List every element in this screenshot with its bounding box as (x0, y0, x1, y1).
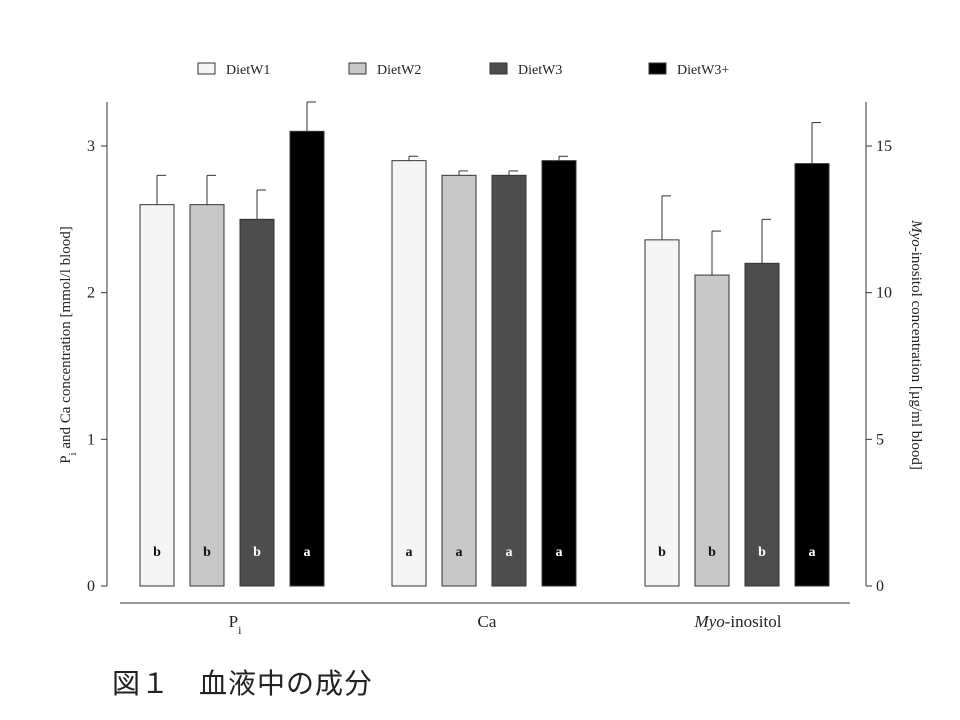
bar (139, 204, 175, 587)
significance-letter: b (153, 545, 161, 560)
legend: DietW1 DietW2 DietW3 DietW3+ (197, 62, 729, 78)
bar-chart: DietW1 DietW2 DietW3 DietW3+ b b b a a a a a b b b a 0… (58, 62, 924, 637)
bar (541, 160, 577, 587)
significance-letter: b (203, 545, 211, 560)
left-tick-label: 2 (87, 285, 95, 302)
left-tick-label: 3 (87, 138, 95, 155)
right-axis-label: Myo-inositol concentration [µg/ml blood] (908, 219, 924, 470)
legend-swatch (648, 62, 667, 75)
significance-letter: b (253, 545, 261, 560)
left-tick-label: 1 (87, 431, 95, 448)
legend-label: DietW2 (377, 63, 421, 78)
significance-letter: a (556, 545, 563, 560)
bar (189, 204, 225, 587)
axes: 0 1 2 3 0 5 10 15 Pi and Ca concentration [mmol/… (58, 102, 924, 637)
significance-letter: b (758, 545, 766, 560)
bar (441, 174, 477, 587)
significance-letter: a (304, 545, 311, 560)
right-tick-label: 15 (876, 138, 892, 155)
significance-letter: b (658, 545, 666, 560)
bar (744, 262, 780, 587)
legend-label: DietW3 (518, 63, 562, 78)
legend-label: DietW3+ (677, 63, 729, 78)
right-tick-label: 5 (876, 431, 884, 448)
bar (239, 218, 275, 587)
significance-letter: a (456, 545, 463, 560)
category-label: Ca (478, 612, 497, 631)
legend-label: DietW1 (226, 63, 270, 78)
left-axis-label: Pi and Ca concentration [mmol/l blood] (58, 226, 79, 464)
left-tick-label: 0 (87, 578, 95, 595)
significance-letter: a (809, 545, 816, 560)
bar (391, 160, 427, 587)
bar (644, 239, 680, 587)
significance-letter: a (506, 545, 513, 560)
right-tick-label: 10 (876, 285, 892, 302)
bar (289, 130, 325, 587)
significance-letter: b (708, 545, 716, 560)
right-tick-label: 0 (876, 578, 884, 595)
figure-caption: 図１ 血液中の成分 (112, 667, 374, 700)
bar (491, 174, 527, 587)
bar (794, 163, 830, 587)
legend-swatch (489, 62, 508, 75)
legend-swatch (197, 62, 216, 75)
category-label: Pi (229, 612, 242, 637)
significance-letter: a (406, 545, 413, 560)
bar (694, 274, 730, 587)
legend-swatch (348, 62, 367, 75)
category-label: Myo-inositol (694, 612, 782, 631)
